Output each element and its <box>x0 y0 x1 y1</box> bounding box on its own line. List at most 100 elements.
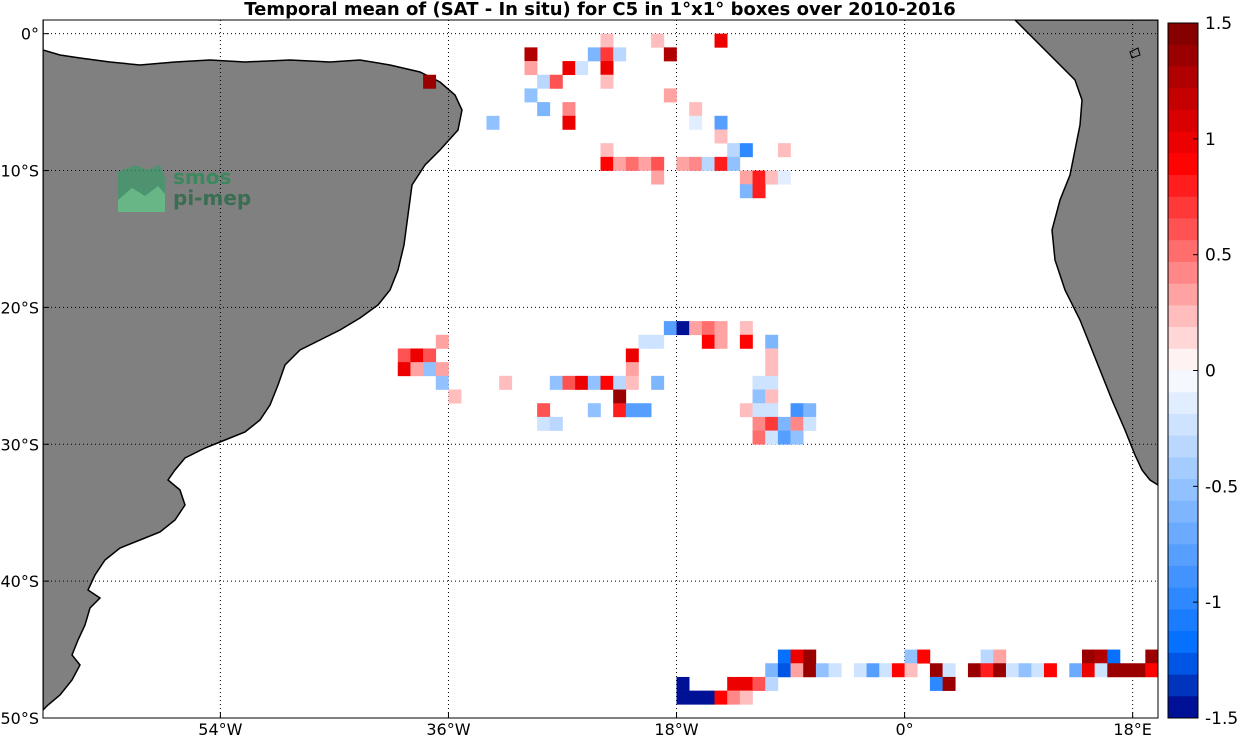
colorbar-segment <box>1168 348 1198 371</box>
data-cell <box>777 170 791 185</box>
data-cell <box>689 102 703 117</box>
colorbar-segment <box>1168 153 1198 176</box>
x-tick-label: 18°W <box>654 720 698 738</box>
data-cell <box>917 649 931 664</box>
colorbar-segment <box>1168 196 1198 219</box>
data-cell <box>765 430 779 445</box>
colorbar: 1.5 1 0.5 0 -0.5 -1 -1.5 <box>1167 14 1238 729</box>
data-cell <box>625 403 639 418</box>
data-cells-layer <box>397 33 1158 705</box>
colorbar-segment <box>1168 631 1198 654</box>
data-cell <box>1043 663 1057 678</box>
data-cell <box>752 389 766 404</box>
colorbar-segment <box>1168 66 1198 89</box>
data-cell <box>727 143 741 158</box>
data-cell <box>739 690 753 705</box>
colorbar-segment <box>1168 23 1198 46</box>
data-cell <box>752 170 766 185</box>
data-cell <box>993 663 1007 678</box>
data-cell <box>689 115 703 130</box>
colorbar-segment <box>1168 261 1198 285</box>
data-cell <box>765 676 779 691</box>
data-cell <box>1094 649 1108 664</box>
data-cell <box>1132 663 1146 678</box>
data-cell <box>587 375 601 390</box>
data-cell <box>625 375 639 390</box>
colorbar-segment <box>1168 674 1198 697</box>
data-cell <box>777 663 791 678</box>
data-cell <box>727 156 741 171</box>
data-cell <box>562 375 576 390</box>
data-cell <box>423 74 437 89</box>
data-cell <box>714 33 728 48</box>
data-cell <box>1005 663 1019 678</box>
data-cell <box>1145 649 1158 664</box>
data-cell <box>600 47 614 62</box>
data-cell <box>765 362 779 377</box>
logo-text-smos: smos <box>173 165 231 189</box>
data-cell <box>727 690 741 705</box>
plot-border <box>42 19 1159 719</box>
data-cell <box>790 663 804 678</box>
data-cell <box>562 115 576 130</box>
data-cell <box>739 334 753 349</box>
data-cell <box>651 156 665 171</box>
data-cell <box>423 362 437 377</box>
data-cell <box>613 403 627 418</box>
data-cell <box>853 663 867 678</box>
data-cell <box>980 649 994 664</box>
data-cell <box>714 321 728 336</box>
data-cell <box>499 375 513 390</box>
data-cell <box>752 403 766 418</box>
data-cell <box>676 321 690 336</box>
y-tick-label: 40°S <box>0 572 39 591</box>
data-cell <box>1119 663 1133 678</box>
y-tick-label: 20°S <box>0 298 39 317</box>
data-cell <box>625 362 639 377</box>
data-cell <box>929 663 943 678</box>
colorbar-segment <box>1168 175 1198 198</box>
data-cell <box>993 649 1007 664</box>
colorbar-segment <box>1168 609 1198 632</box>
colorbar-tick-label: -1.5 <box>1205 709 1238 729</box>
data-cell <box>524 88 538 103</box>
data-cell <box>625 156 639 171</box>
colorbar-segment <box>1168 392 1198 415</box>
data-cell <box>600 156 614 171</box>
colorbar-segment <box>1168 131 1198 154</box>
y-tick-label: 50°S <box>0 709 39 728</box>
data-cell <box>600 74 614 89</box>
colorbar-segment <box>1168 44 1198 67</box>
colorbar-segment <box>1168 240 1198 263</box>
data-cell <box>562 61 576 76</box>
x-tick-label: 18°E <box>1113 720 1151 738</box>
data-cell <box>613 156 627 171</box>
data-cell <box>537 102 551 117</box>
data-cell <box>929 676 943 691</box>
data-cell <box>600 143 614 158</box>
data-cell <box>777 143 791 158</box>
colorbar-tick-label: -1 <box>1205 593 1222 613</box>
data-cell <box>1094 663 1108 678</box>
data-cell <box>448 389 462 404</box>
data-cell <box>752 184 766 199</box>
data-cell <box>942 676 956 691</box>
data-cell <box>676 690 690 705</box>
data-cell <box>663 88 677 103</box>
chart-title: Temporal mean of (SAT - In situ) for C5 … <box>244 0 955 20</box>
colorbar-segment <box>1168 435 1198 458</box>
data-cell <box>676 676 690 691</box>
data-cell <box>613 389 627 404</box>
colorbar-segment <box>1168 457 1198 480</box>
data-cell <box>651 375 665 390</box>
data-cell <box>537 74 551 89</box>
data-cell <box>765 375 779 390</box>
data-cell <box>739 676 753 691</box>
data-cell <box>828 663 842 678</box>
data-cell <box>752 430 766 445</box>
data-cell <box>790 416 804 431</box>
data-cell <box>714 690 728 705</box>
colorbar-segment <box>1168 652 1198 675</box>
data-cell <box>651 334 665 349</box>
data-cell <box>435 375 449 390</box>
